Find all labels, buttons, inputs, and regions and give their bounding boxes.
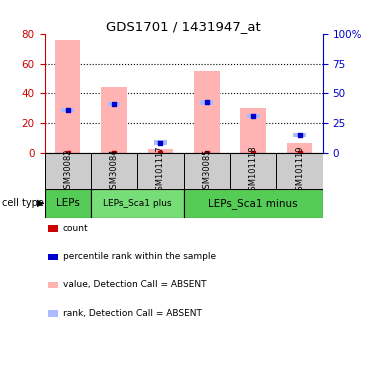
Text: rank, Detection Call = ABSENT: rank, Detection Call = ABSENT xyxy=(63,309,202,318)
Bar xyxy=(61,108,74,112)
Text: GSM30085: GSM30085 xyxy=(202,148,211,194)
Title: GDS1701 / 1431947_at: GDS1701 / 1431947_at xyxy=(106,20,261,33)
Bar xyxy=(194,71,220,153)
Point xyxy=(204,150,210,156)
Bar xyxy=(45,189,91,217)
Point xyxy=(297,132,303,138)
Point xyxy=(250,113,256,119)
Text: value, Detection Call = ABSENT: value, Detection Call = ABSENT xyxy=(63,280,206,290)
Text: LEPs_Sca1 minus: LEPs_Sca1 minus xyxy=(209,198,298,208)
Text: LEPs_Sca1 plus: LEPs_Sca1 plus xyxy=(103,199,171,208)
Text: count: count xyxy=(63,224,89,233)
Point xyxy=(111,150,117,156)
Bar xyxy=(200,100,213,105)
Bar xyxy=(184,189,323,217)
Point xyxy=(204,99,210,105)
Text: LEPs: LEPs xyxy=(56,198,80,208)
Text: percentile rank within the sample: percentile rank within the sample xyxy=(63,252,216,261)
Text: GSM30082: GSM30082 xyxy=(63,148,72,194)
Bar xyxy=(108,102,121,106)
Bar xyxy=(247,114,260,118)
Point xyxy=(250,150,256,156)
Point xyxy=(65,107,70,113)
Bar xyxy=(55,40,81,153)
Point xyxy=(297,150,303,156)
Text: GSM101119: GSM101119 xyxy=(295,146,304,196)
Bar xyxy=(240,108,266,153)
Text: GSM101118: GSM101118 xyxy=(249,146,258,196)
Bar xyxy=(287,142,312,153)
Text: GSM30084: GSM30084 xyxy=(109,148,119,194)
Bar xyxy=(91,189,184,217)
Point xyxy=(111,101,117,107)
Bar xyxy=(148,148,173,153)
Text: cell type: cell type xyxy=(2,198,44,208)
Point xyxy=(157,140,163,146)
Point xyxy=(65,150,70,156)
Text: GSM101117: GSM101117 xyxy=(156,146,165,196)
Text: ▶: ▶ xyxy=(37,198,45,208)
Bar xyxy=(101,87,127,153)
Point xyxy=(157,150,163,156)
Bar xyxy=(293,133,306,137)
Bar xyxy=(154,140,167,145)
